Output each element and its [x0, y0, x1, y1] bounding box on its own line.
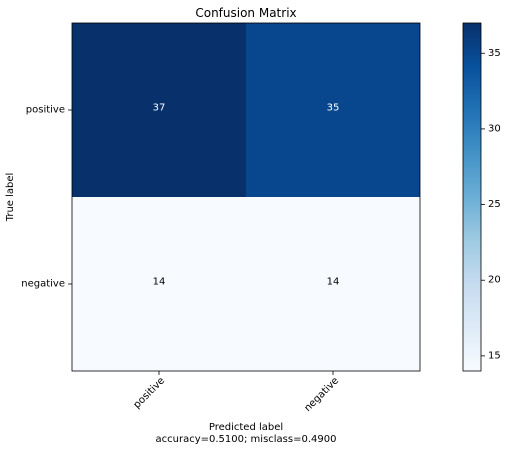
colorbar-tick-label: 25 [488, 199, 501, 210]
heatmap-cell [246, 23, 420, 197]
cell-value-label: 14 [327, 277, 340, 288]
colorbar-tick-label: 30 [488, 123, 501, 134]
colorbar [462, 22, 482, 372]
cell-value-label: 35 [327, 103, 340, 114]
y-axis-label: True label [5, 173, 16, 223]
x-tick-label: positive [132, 375, 168, 411]
heatmap-cell [72, 197, 246, 371]
chart-title: Confusion Matrix [195, 6, 296, 20]
colorbar-ticks: 15 20 25 30 35 [481, 48, 501, 361]
heatmap-cell [72, 23, 246, 197]
colorbar-tick-label: 15 [488, 350, 501, 361]
plot-frame [71, 22, 421, 372]
x-axis-label: Predicted label [209, 422, 283, 433]
cell-value-label: 37 [153, 103, 166, 114]
colorbar-tick-label: 35 [488, 48, 501, 59]
colorbar-tick-label: 20 [488, 275, 501, 286]
x-tick-label: negative [302, 375, 341, 414]
heatmap-cell [246, 197, 420, 371]
x-axis-sublabel: accuracy=0.5100; misclass=0.4900 [156, 434, 337, 445]
x-axis-ticks: positive negative [132, 371, 341, 414]
y-tick-label: negative [21, 279, 65, 290]
y-axis-ticks: positive negative [21, 105, 72, 290]
heatmap-cell-labels: 37 35 14 14 [153, 103, 340, 288]
cell-value-label: 14 [153, 277, 166, 288]
heatmap-cells [72, 23, 420, 371]
y-tick-label: positive [26, 105, 65, 116]
